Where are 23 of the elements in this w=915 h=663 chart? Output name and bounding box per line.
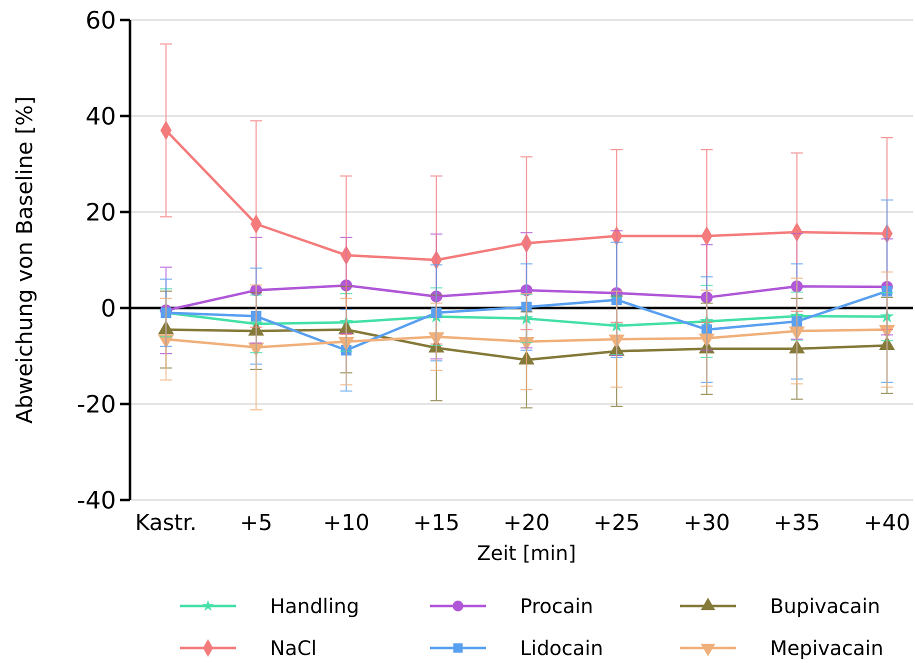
legend-label: Bupivacain xyxy=(770,594,880,618)
y-tick-label: 0 xyxy=(100,294,116,322)
x-tick-label: +10 xyxy=(323,511,370,536)
legend-label: Lidocain xyxy=(520,636,604,660)
x-tick-label: +25 xyxy=(593,511,640,536)
x-tick-label: +40 xyxy=(864,511,910,536)
x-tick-label: +5 xyxy=(240,511,272,536)
x-tick-label: +30 xyxy=(684,511,730,536)
x-tick-label: +35 xyxy=(774,511,820,536)
y-axis-title: Abweichung von Baseline [%] xyxy=(13,96,38,424)
y-tick-label: 20 xyxy=(85,198,116,226)
legend-label: Handling xyxy=(270,594,360,618)
x-tick-label: +15 xyxy=(413,511,460,536)
legend-label: Mepivacain xyxy=(770,636,884,660)
legend-label: NaCl xyxy=(270,636,317,660)
x-tick-label: Kastr. xyxy=(135,511,197,536)
x-tick-label: +20 xyxy=(503,511,550,536)
x-axis-title: Zeit [min] xyxy=(476,541,576,565)
legend-label: Procain xyxy=(520,594,594,618)
y-tick-label: 40 xyxy=(85,102,116,130)
y-tick-label: 60 xyxy=(85,6,116,34)
y-tick-label: -20 xyxy=(76,390,116,418)
y-tick-label: -40 xyxy=(76,486,116,514)
